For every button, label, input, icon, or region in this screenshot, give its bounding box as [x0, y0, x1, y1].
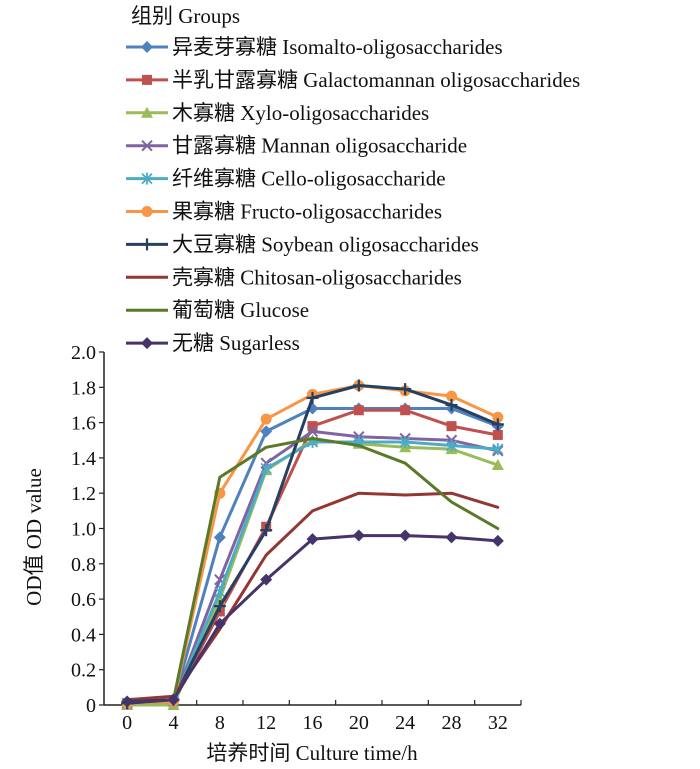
x-tick-label: 32: [488, 712, 508, 734]
x-tick-label: 24: [395, 712, 415, 734]
sugarless-point-24h: [399, 529, 412, 542]
galactomannan-oligosaccharides-point-28h: [446, 421, 457, 432]
sugarless-point-4h: [167, 693, 180, 706]
legend-item-soybean-oligosaccharides: 大豆寡糖 Soybean oligosaccharides: [126, 232, 479, 256]
soybean-oligosaccharides-point-8h: [213, 600, 226, 613]
cello-oligosaccharide-point-28h: [445, 439, 458, 452]
x-tick-label: 0: [122, 712, 132, 734]
soybean-oligosaccharides-point-28h: [445, 398, 458, 411]
legend-marker-diamond: [141, 41, 153, 53]
glucose-line: [125, 437, 500, 703]
legend-item-mannan-oligosaccharide: 甘露寡糖 Mannan oligosaccharide: [126, 134, 467, 158]
isomalto-oligosaccharides-point-12h: [260, 425, 273, 438]
legend-item-cello-oligosaccharide: 纤维寡糖 Cello-oligosaccharide: [126, 167, 446, 191]
cello-oligosaccharide-point-32h: [492, 443, 504, 456]
x-tick-label: 16: [303, 712, 323, 734]
legend-label: 半乳甘露寡糖 Galactomannan oligosaccharides: [172, 68, 580, 92]
y-tick-label: 1.0: [71, 519, 96, 541]
isomalto-oligosaccharides-point-8h: [213, 531, 226, 544]
x-tick-label: 20: [349, 712, 369, 734]
sugarless-point-16h: [306, 533, 319, 546]
soybean-oligosaccharides-point-24h: [399, 383, 412, 396]
series-layer: [121, 379, 504, 710]
y-tick-label: 0: [86, 695, 96, 717]
y-tick-label: 0.6: [71, 589, 96, 611]
sugarless-point-32h: [491, 534, 504, 547]
soybean-oligosaccharides-point-20h: [352, 379, 365, 392]
fructo-oligosaccharides-point-12h: [260, 413, 272, 425]
glucose-series: [125, 437, 500, 703]
legend-label: 甘露寡糖 Mannan oligosaccharide: [172, 134, 467, 158]
cello-oligosaccharide-point-24h: [399, 436, 411, 449]
legend-item-chitosan-oligosaccharides: 壳寡糖 Chitosan-oligosaccharides: [126, 265, 462, 289]
cello-oligosaccharide-point-12h: [260, 462, 272, 475]
sugarless-point-8h: [213, 617, 226, 630]
sugarless-point-0h: [121, 695, 134, 708]
y-tick-label: 1.2: [71, 483, 96, 505]
cello-oligosaccharide-point-8h: [214, 586, 226, 599]
legend-label: 果寡糖 Fructo-oligosaccharides: [172, 200, 442, 224]
soybean-oligosaccharides-series: [121, 379, 504, 710]
legend: 组别 Groups 异麦芽寡糖 Isomalto-oligosaccharide…: [126, 4, 580, 355]
legend-label: 纤维寡糖 Cello-oligosaccharide: [172, 167, 446, 191]
sugarless-series: [121, 529, 504, 708]
legend-marker-asterisk: [141, 172, 153, 185]
xylo-oligosaccharides-point-32h: [491, 458, 504, 470]
legend-marker-square: [142, 74, 152, 85]
soybean-oligosaccharides-point-32h: [491, 418, 504, 431]
y-tick-label: 2.0: [71, 342, 96, 364]
legend-label: 无糖 Sugarless: [172, 331, 300, 355]
y-axis-title: OD值 OD value: [22, 468, 46, 606]
galactomannan-oligosaccharides-point-32h: [492, 429, 503, 440]
y-tick-label: 0.4: [71, 624, 96, 646]
sugarless-point-12h: [260, 573, 273, 586]
y-tick-label: 1.4: [71, 448, 96, 470]
legend-item-xylo-oligosaccharides: 木寡糖 Xylo-oligosaccharides: [126, 101, 429, 125]
galactomannan-oligosaccharides-point-20h: [353, 405, 364, 416]
legend-item-galactomannan-oligosaccharides: 半乳甘露寡糖 Galactomannan oligosaccharides: [126, 68, 580, 92]
legend-item-glucose: 葡萄糖 Glucose: [126, 298, 309, 322]
y-tick-label: 0.8: [71, 554, 96, 576]
legend-item-isomalto-oligosaccharides: 异麦芽寡糖 Isomalto-oligosaccharides: [126, 35, 503, 59]
legend-label: 壳寡糖 Chitosan-oligosaccharides: [172, 265, 462, 289]
x-tick-label: 28: [442, 712, 462, 734]
mannan-oligosaccharide-point-16h: [306, 425, 319, 438]
legend-label: 葡萄糖 Glucose: [172, 298, 309, 322]
galactomannan-oligosaccharides-point-16h: [307, 421, 318, 432]
legend-marker-circle: [141, 206, 153, 217]
y-tick-label: 1.6: [71, 413, 96, 435]
legend-marker-x: [141, 139, 153, 152]
fructo-oligosaccharides-point-28h: [446, 390, 457, 402]
legend-marker-triangle: [141, 106, 153, 118]
soybean-oligosaccharides-point-16h: [306, 391, 319, 404]
x-tick-label: 12: [256, 712, 276, 734]
sugarless-point-20h: [352, 529, 365, 542]
y-tick-label: 0.2: [71, 660, 96, 682]
sugarless-point-28h: [445, 531, 458, 544]
legend-label: 异麦芽寡糖 Isomalto-oligosaccharides: [172, 35, 503, 59]
x-axis-title: 培养时间 Culture time/h: [206, 741, 418, 765]
legend-item-sugarless: 无糖 Sugarless: [126, 331, 300, 355]
legend-marker-plus: [141, 238, 153, 251]
legend-marker-diamond: [141, 337, 153, 350]
legend-title: 组别 Groups: [131, 4, 240, 28]
legend-label: 木寡糖 Xylo-oligosaccharides: [172, 101, 429, 125]
fructo-oligosaccharides-point-32h: [492, 411, 504, 423]
x-tick-label: 4: [169, 712, 179, 734]
legend-item-fructo-oligosaccharides: 果寡糖 Fructo-oligosaccharides: [126, 200, 442, 224]
soybean-oligosaccharides-point-12h: [260, 524, 273, 537]
galactomannan-oligosaccharides-point-24h: [400, 405, 411, 416]
axes: OD值 OD value 培养时间 Culture time/h 0 0.2 0.4…: [22, 342, 522, 765]
legend-label: 大豆寡糖 Soybean oligosaccharides: [172, 232, 479, 256]
y-tick-label: 1.8: [71, 377, 96, 399]
x-tick-label: 8: [215, 712, 225, 734]
